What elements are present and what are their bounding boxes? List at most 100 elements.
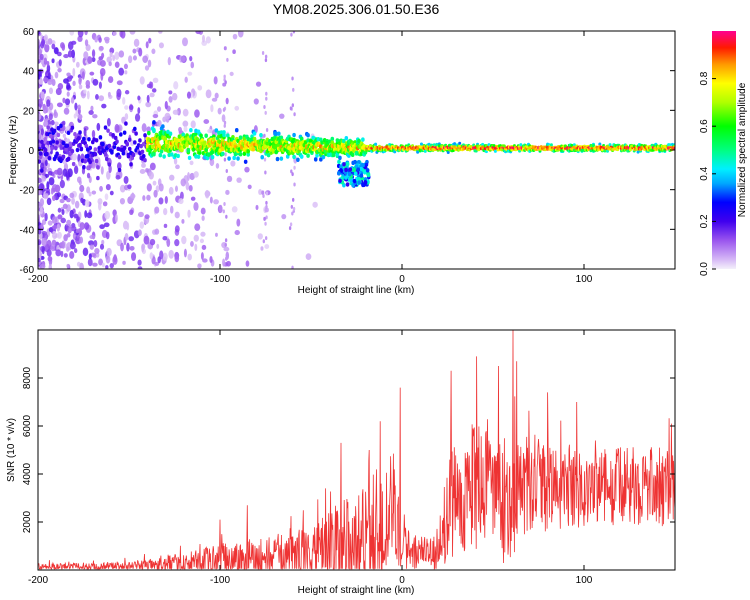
spectrogram-cell <box>137 229 142 237</box>
spectrogram-cell <box>118 50 125 58</box>
spectrogram-cell <box>112 55 116 61</box>
spectrogram-cell <box>219 130 224 135</box>
spectrogram-cell <box>48 263 53 269</box>
spectrogram-cell <box>59 198 65 204</box>
spectrogram-cell <box>345 182 350 187</box>
spectrogram-cell <box>288 226 292 231</box>
spectrogram-cell <box>61 209 65 215</box>
spectrogram-cell <box>291 211 294 216</box>
spectrogram-cell <box>344 167 348 172</box>
spectrogram-cell <box>125 142 129 147</box>
spectrogram-cell <box>519 143 523 147</box>
spectrogram-cell <box>359 166 363 171</box>
spectrogram-cell <box>92 78 99 86</box>
spectrogram-cell <box>158 197 164 205</box>
spectrogram-cell <box>291 197 295 202</box>
spectrogram-cell <box>66 82 71 90</box>
snr-panel: -200 -100 0 100 2000 4000 6000 8000 Height of … <box>6 329 676 596</box>
spectrogram-cell <box>157 143 161 148</box>
spectrogram-cell <box>87 258 93 267</box>
spectrogram-cell <box>55 140 59 145</box>
spectrogram-cell <box>275 156 280 162</box>
spectrogram-cell <box>143 158 147 163</box>
colorbar-tick-label: 0.6 <box>699 119 710 133</box>
spectrogram-cell <box>53 109 57 117</box>
spectrogram-cell <box>149 238 156 246</box>
spectrogram-cell <box>81 71 85 80</box>
spectrogram-cell <box>264 110 267 115</box>
spectrogram-cell <box>63 107 70 115</box>
spectrogram-cell <box>161 124 165 129</box>
spectrogram-cell <box>105 254 111 264</box>
spectrogram-cell <box>84 39 89 47</box>
spectrogram-cell <box>185 181 190 191</box>
spectrogram-cell <box>306 153 310 158</box>
snr-x-label: Height of straight line (km) <box>298 585 415 596</box>
spectrogram-cell <box>40 222 44 232</box>
spectrogram-cell <box>350 152 355 158</box>
spectrogram-cell <box>71 153 78 161</box>
spectrogram-cell <box>152 152 156 157</box>
spectrogram-cell <box>116 88 122 98</box>
spectrogram-cell <box>44 159 48 167</box>
spectrogram-cell <box>124 113 129 120</box>
spectrogram-cell <box>141 123 147 133</box>
spectrogram-cell <box>41 175 47 182</box>
spectrogram-cell <box>76 135 81 141</box>
spectrogram-cell <box>226 57 229 62</box>
spectrogram-cell <box>361 182 365 188</box>
spectrogram-cell <box>56 125 61 131</box>
spectrogram-cell <box>131 152 136 158</box>
spectrogram-cell <box>224 46 227 51</box>
spectrogram-cell <box>158 31 163 34</box>
spectrogram-cell <box>193 171 199 178</box>
spectrogram-cell <box>175 137 179 143</box>
spectrogram-cell <box>101 103 107 109</box>
spectrogram-cell <box>107 143 112 149</box>
spectrogram-cell <box>48 87 54 95</box>
spectrogram-cell <box>38 38 41 47</box>
spectrogram-cell <box>38 257 41 263</box>
spectrogram-cell <box>200 252 204 260</box>
spectrogram-cell <box>144 65 150 71</box>
spectrogram-cell <box>263 105 266 110</box>
spectrogram-cell <box>88 240 95 246</box>
spectrogram-cell <box>122 260 126 265</box>
spectrogram-cell <box>74 102 78 111</box>
spectrogram-cell <box>262 239 266 244</box>
spectrogram-cell <box>238 135 243 140</box>
spectrogram-x-tick-label: 100 <box>576 274 593 285</box>
spectrogram-cell <box>144 214 150 220</box>
spectrogram-cell <box>225 260 232 267</box>
spectrogram-cell <box>38 98 43 108</box>
spectrogram-cell <box>265 96 268 101</box>
spectrogram-cell <box>229 71 234 77</box>
spectrogram-cell <box>38 214 41 220</box>
spectrogram-cell <box>183 248 187 258</box>
spectrogram-cell <box>47 155 52 161</box>
spectrogram-cell <box>105 184 111 191</box>
spectrogram-cell <box>374 142 378 146</box>
spectrogram-cell <box>55 87 62 96</box>
spectrogram-cell <box>38 154 43 160</box>
spectrogram-cell <box>194 243 198 252</box>
spectrogram-y-tick-label: 40 <box>23 67 35 78</box>
spectrogram-cell <box>210 149 215 155</box>
spectrogram-cell <box>194 223 201 231</box>
spectrogram-cell <box>258 188 263 196</box>
spectrogram-cell <box>39 206 44 215</box>
spectrogram-cell <box>201 215 205 221</box>
spectrogram-cell <box>261 50 265 55</box>
spectrogram-cell <box>264 207 269 213</box>
spectrogram-cell <box>118 67 125 76</box>
spectrogram-cell <box>173 157 178 165</box>
spectrogram-cell <box>253 98 259 105</box>
spectrogram-cell <box>94 158 99 164</box>
colorbar-tick-label: 0.0 <box>699 262 710 276</box>
spectrogram-cell <box>264 170 267 175</box>
spectrogram-cell <box>117 154 122 160</box>
spectrogram-cell <box>347 171 352 177</box>
spectrogram-cell <box>59 123 63 129</box>
spectrogram-cell <box>338 155 342 161</box>
